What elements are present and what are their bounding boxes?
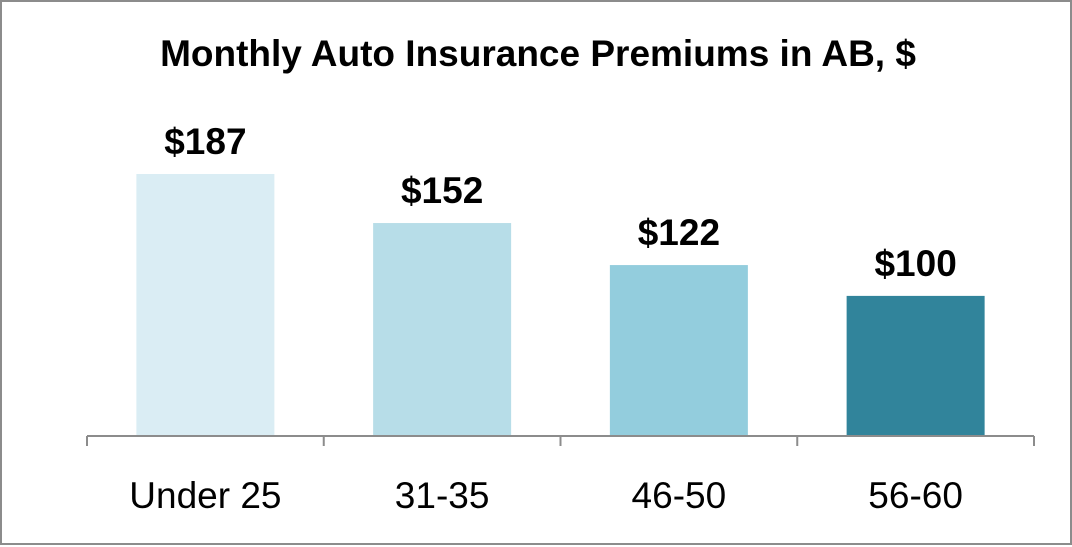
data-label-2: $152	[401, 170, 483, 211]
chart-title: Monthly Auto Insurance Premiums in AB, $	[160, 33, 916, 74]
bar-1	[136, 174, 275, 436]
data-label-1: $187	[164, 121, 246, 162]
bars-group: $187 $152 $122 $100	[136, 121, 985, 436]
data-label-3: $122	[638, 212, 720, 253]
bar-4	[846, 295, 985, 436]
bar-3	[609, 265, 748, 436]
bar-2	[373, 223, 512, 436]
x-tick-label-2: 31-35	[395, 475, 490, 516]
x-tick-label-4: 56-60	[868, 475, 963, 516]
x-axis: Under 25 31-35 46-50 56-60	[86, 435, 1035, 516]
data-label-4: $100	[874, 243, 956, 284]
x-tick-label-3: 46-50	[632, 475, 727, 516]
x-tick-label-1: Under 25	[129, 475, 281, 516]
